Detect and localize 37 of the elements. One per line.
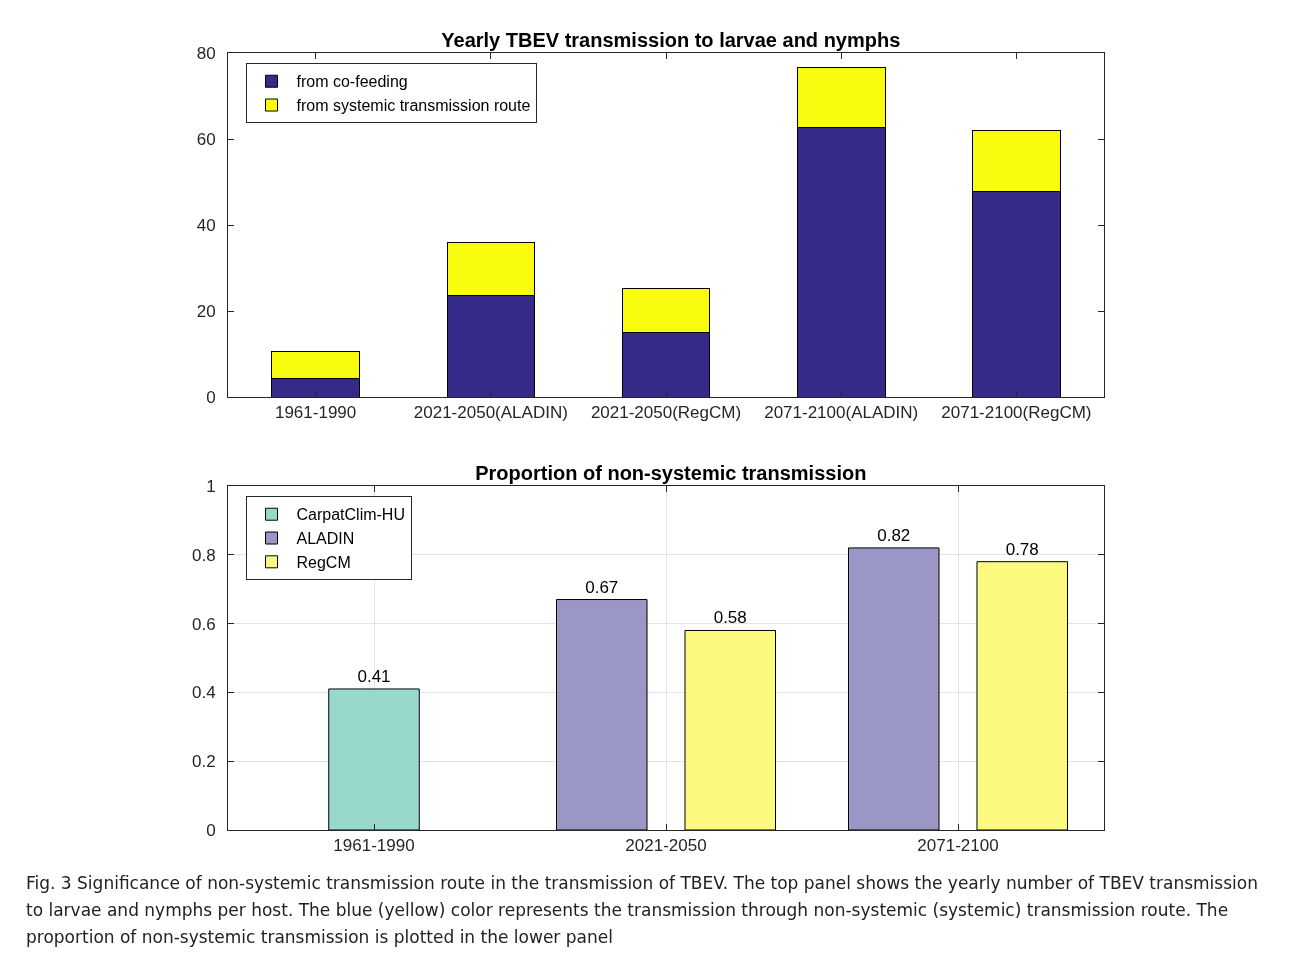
x-tick-label: 1961-1990 — [333, 836, 415, 856]
y-tick-label: 80 — [196, 43, 216, 63]
bar — [976, 561, 1068, 830]
y-tick-label: 0.6 — [191, 614, 216, 634]
y-tick-label: 0.2 — [191, 752, 216, 772]
legend-label: CarpatClim-HU — [296, 506, 405, 524]
bar — [684, 629, 776, 830]
y-tick-label: 60 — [196, 129, 216, 149]
bar — [556, 599, 648, 830]
y-tick-label: 1 — [206, 476, 216, 496]
x-tick-label: 2021-2050 — [625, 836, 707, 856]
y-tick-label: 0 — [206, 387, 216, 407]
y-tick-label: 0.8 — [191, 545, 216, 565]
bar — [328, 688, 420, 830]
y-tick-label: 0 — [206, 820, 216, 840]
y-tick-label: 0.4 — [191, 683, 216, 703]
legend-label: from co-feeding — [296, 73, 408, 91]
x-tick-label: 2071-2100(RegCM) — [941, 403, 1092, 423]
y-tick-label: 20 — [196, 301, 216, 321]
data-label: 0.78 — [1005, 539, 1039, 559]
x-tick-label: 2071-2100(ALADIN) — [764, 403, 919, 423]
legend-label: ALADIN — [296, 530, 355, 548]
data-label: 0.82 — [877, 525, 911, 545]
legend-label: from systemic transmission route — [296, 97, 531, 115]
data-label: 0.41 — [357, 666, 391, 686]
x-tick-label: 1961-1990 — [274, 403, 357, 423]
data-label: 0.58 — [713, 608, 747, 628]
y-tick-label: 40 — [196, 215, 216, 235]
legend-label: RegCM — [296, 554, 351, 572]
chart-title: Yearly TBEV transmission to larvae and nymphs — [441, 29, 901, 51]
x-tick-label: 2021-2050(RegCM) — [590, 403, 742, 423]
caption: Fig. 3 Significance of non-systemic transmission route in the transmission of TBEV. The top panel shows the yearly number of TBEV transmission to larvae and nymphs per host. The blue (yellow) color represents the transmission through non-systemic (systemic) transmission route. The proportion of non-systemic transmission is plotted in the lower panel — [26, 872, 1259, 949]
chart-title: Proportion of non-systemic transmission — [475, 462, 867, 484]
x-tick-label: 2071-2100 — [917, 836, 999, 856]
bar — [848, 547, 940, 830]
x-tick-label: 2021-2050(ALADIN) — [413, 403, 568, 423]
data-label: 0.67 — [585, 577, 619, 597]
